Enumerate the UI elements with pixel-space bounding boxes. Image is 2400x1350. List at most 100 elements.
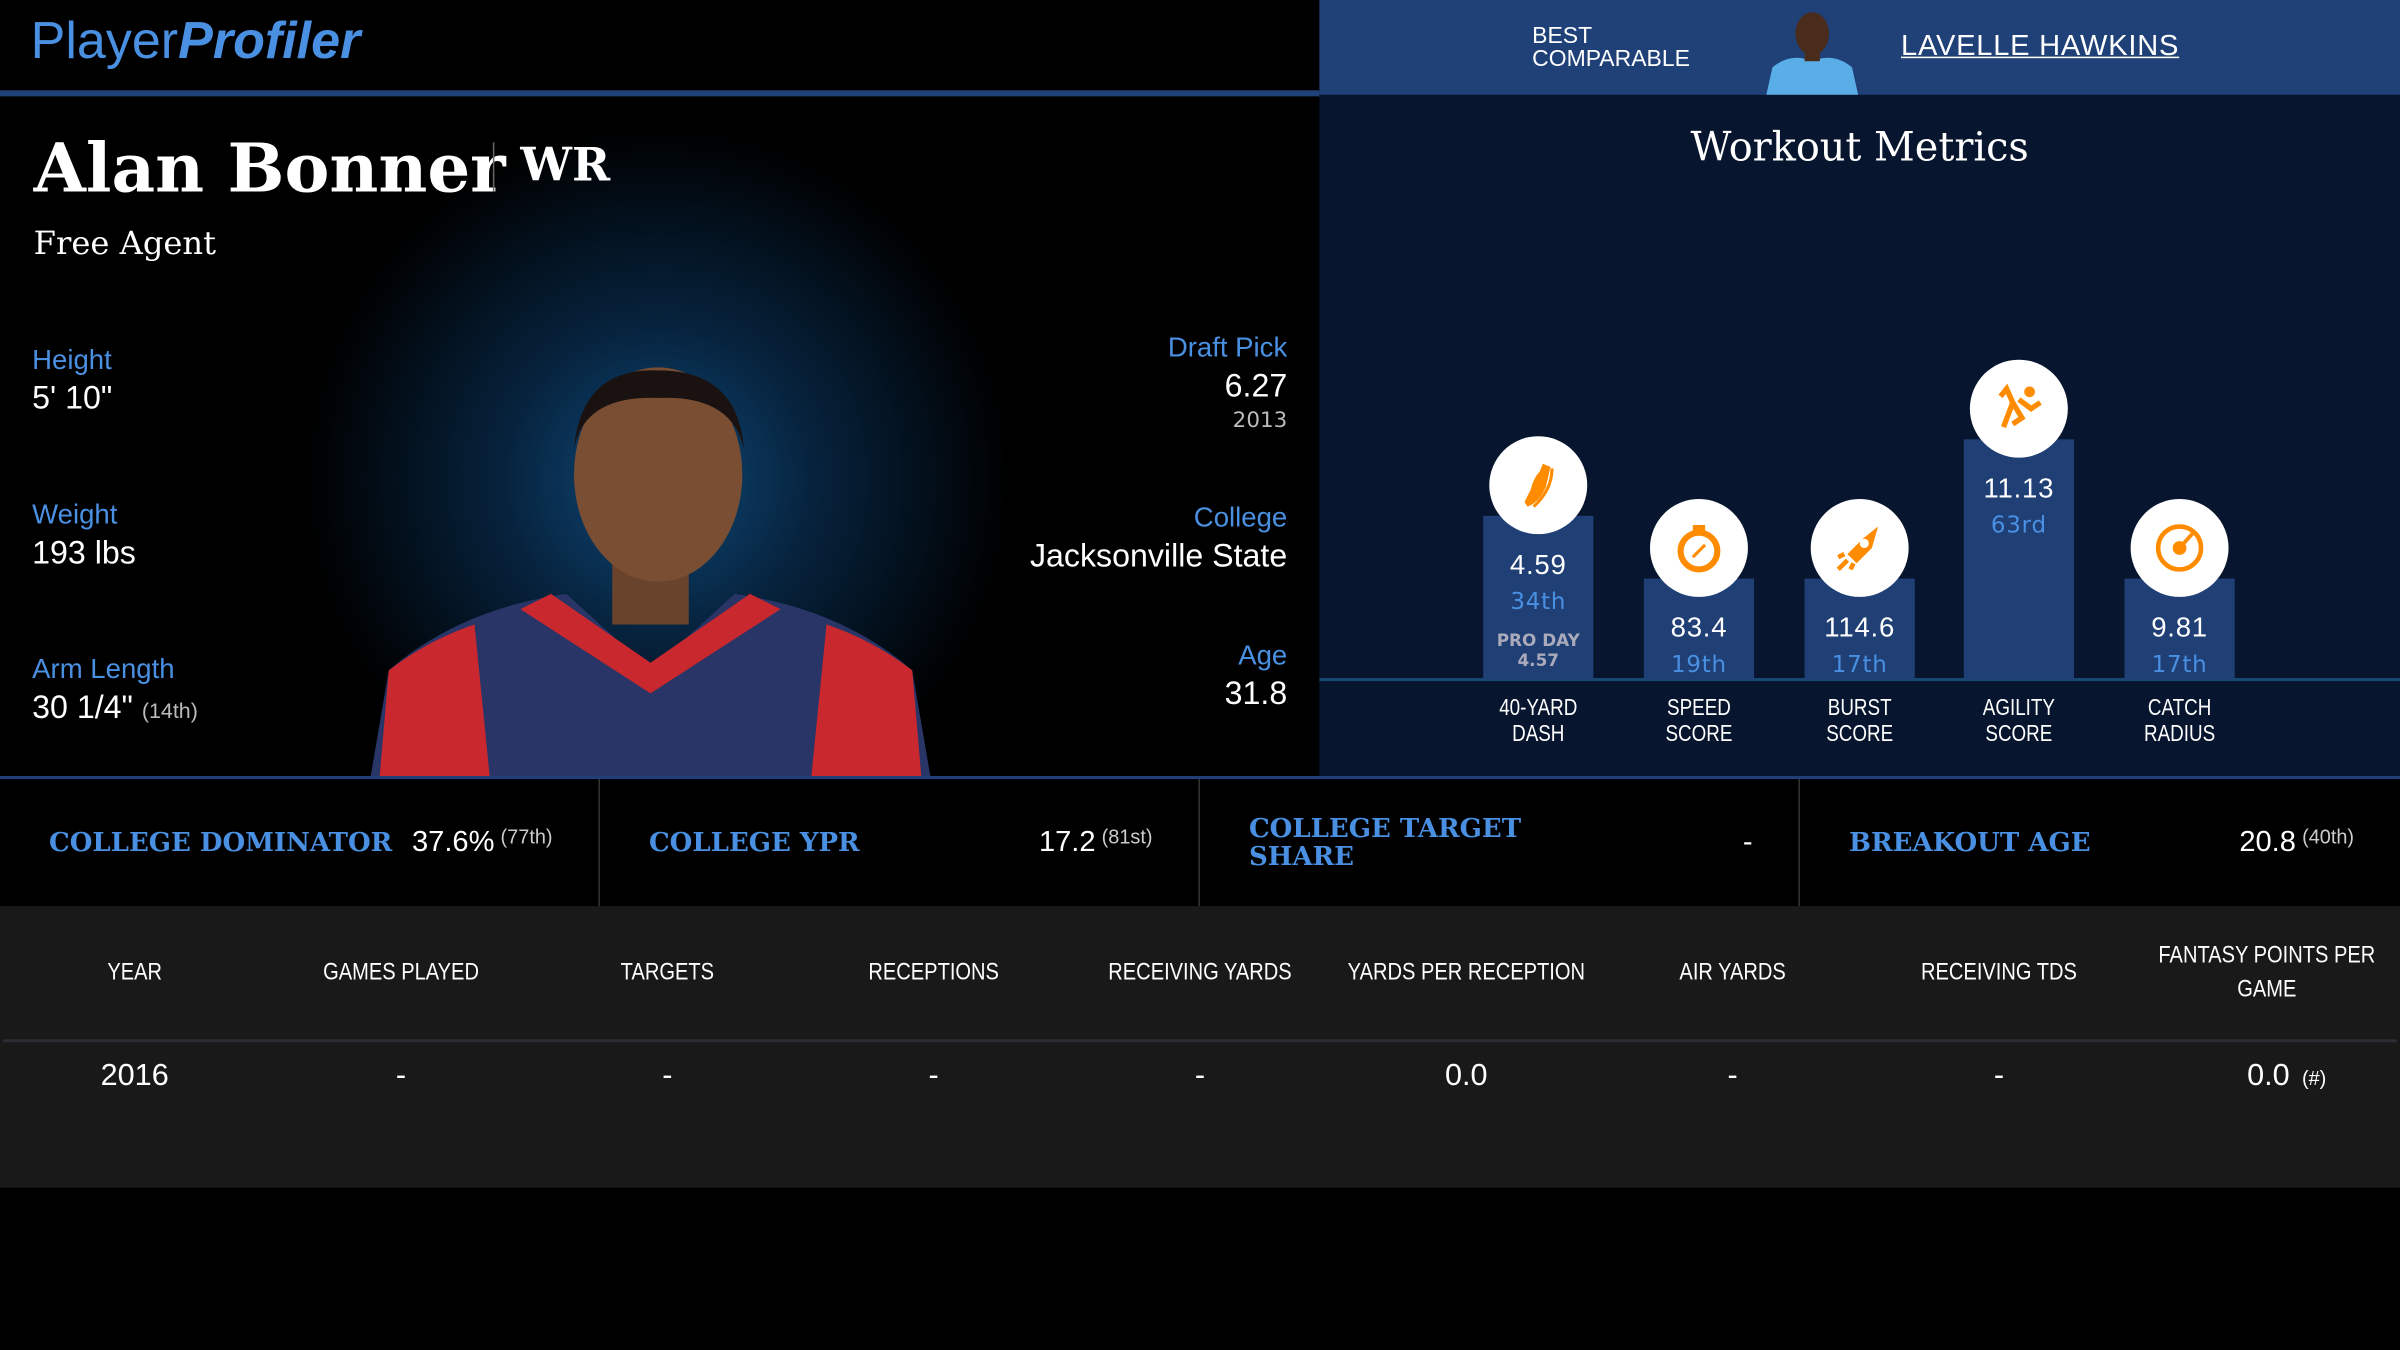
metric-value: 11.13 [1983, 472, 2055, 504]
stat-college-target-share: COLLEGE TARGET SHARE - [1200, 779, 1800, 910]
stat-rank: (81st) [1101, 824, 1153, 848]
cell-year: 2016 [100, 1059, 169, 1093]
draft-pick-value: 6.27 [1224, 368, 1288, 405]
draft-year: 2013 [1232, 408, 1288, 434]
shoe-icon [1489, 436, 1588, 535]
stat-label: COLLEGE DOMINATOR [48, 827, 393, 858]
metric-label-40-yard-dash: 40-YARD DASH [1463, 695, 1614, 747]
metric-label-agility-score: AGILITY SCORE [1944, 695, 2095, 747]
stat-value: 20.8 (40th) [2239, 779, 2354, 906]
height-label: Height [32, 344, 112, 375]
top-header: PlayerProfiler [0, 0, 1320, 91]
metric-label-line: SCORE [1985, 720, 2053, 747]
stat-number: 37.6% [411, 825, 495, 858]
stat-label: COLLEGE TARGET SHARE [1248, 813, 1522, 872]
college-value: Jacksonville State [1029, 538, 1288, 574]
stat-number: - [1742, 825, 1753, 858]
best-comparable-label: BEST COMPARABLE [1532, 22, 1690, 72]
stat-college-ypr: COLLEGE YPR 17.2 (81st) [600, 779, 1200, 910]
metric-label-line: CATCH [2147, 694, 2212, 721]
stat-college-dominator: COLLEGE DOMINATOR 37.6% (77th) [0, 779, 600, 910]
stat-label: COLLEGE YPR [648, 827, 860, 858]
metric-percentile: 17th [2151, 650, 2208, 679]
best-comparable-banner: BEST COMPARABLE LAVELLE HAWKINS [1319, 0, 2400, 95]
best-comparable-link[interactable]: LAVELLE HAWKINS [1901, 30, 2180, 63]
name-divider [492, 142, 495, 192]
cell-yards-per-reception: 0.0 [1445, 1059, 1488, 1093]
column-header-receptions[interactable]: RECEPTIONS [868, 959, 999, 986]
cell-air-yards: - [1727, 1059, 1738, 1093]
weight-label: Weight [32, 498, 118, 530]
metric-label-line: 40-YARD [1499, 694, 1578, 721]
stat-number: 17.2 [1038, 825, 1096, 858]
stat-rank: (77th) [500, 824, 553, 848]
pro-day: PRO DAY 4.57 [1483, 631, 1593, 671]
target-icon [2130, 498, 2229, 597]
player-photo [370, 367, 931, 778]
player-team: Free Agent [33, 224, 217, 262]
arm-length: 30 1/4" [32, 690, 133, 726]
stat-label: BREAKOUT AGE [1848, 827, 2091, 858]
column-header-year[interactable]: YEAR [107, 959, 163, 986]
metric-percentile: 17th [1831, 650, 1888, 679]
column-header-fantasy-points-per-game[interactable]: FANTASY POINTS PER GAME [2158, 942, 2376, 1003]
column-header-receiving-tds[interactable]: RECEIVING TDS [1921, 959, 2077, 986]
runner-icon [1969, 359, 2068, 458]
stat-number: 20.8 [2239, 825, 2296, 858]
column-header-games-played[interactable]: GAMES PLAYED [323, 959, 479, 986]
column-header-receiving-yards[interactable]: RECEIVING YARDS [1108, 959, 1292, 986]
cell-receiving-tds: - [1993, 1059, 2005, 1093]
metric-value: 114.6 [1824, 612, 1896, 643]
comparable-avatar [1766, 12, 1859, 95]
cell-targets: - [662, 1059, 673, 1093]
column-header-air-yards[interactable]: AIR YARDS [1679, 959, 1786, 986]
stat-value: - [1743, 779, 1753, 906]
metric-label-line: SPEED [1667, 694, 1731, 721]
pro-day-label: PRO DAY [1496, 630, 1580, 651]
metric-label-line: RADIUS [2144, 720, 2216, 747]
column-header-yards-per-reception[interactable]: YARDS PER RECEPTION [1347, 959, 1585, 986]
college-stats-strip: COLLEGE DOMINATOR 37.6% (77th) COLLEGE YP… [0, 776, 2400, 910]
cell-fantasy-points: 0.0 (#) [2154, 1059, 2400, 1094]
stat-breakout-age: BREAKOUT AGE 20.8 (40th) [1800, 779, 2400, 909]
metric-value: 9.81 [2151, 612, 2208, 643]
header-divider [3, 1039, 2397, 1043]
weight-value: 193 lbs [32, 535, 136, 571]
player-info-panel: Alan Bonner WR Free Agent Height 5' 10" … [0, 96, 1320, 778]
age-value: 31.8 [1224, 676, 1288, 712]
metric-value: 4.59 [1509, 549, 1567, 581]
arm-length-label: Arm Length [32, 653, 175, 685]
rocket-icon [1810, 498, 1909, 597]
cell-receiving-yards: - [1194, 1059, 1206, 1093]
metric-bar-speed-score: 83.4 19th [1643, 498, 1755, 680]
arm-length-rank: (14th) [141, 697, 198, 723]
metric-label-line: AGILITY [1982, 694, 2055, 721]
metric-bar-40-yard-dash: 4.59 34th PRO DAY 4.57 [1483, 436, 1594, 680]
draft-pick-label: Draft Pick [1167, 332, 1288, 363]
logo-profiler: Profiler [178, 12, 361, 71]
metric-label-line: SCORE [1665, 720, 1733, 747]
pro-day-value: 4.57 [1517, 650, 1560, 671]
stopwatch-icon [1649, 498, 1748, 597]
stat-value: 37.6% (77th) [412, 779, 553, 906]
season-stats-table: YEAR GAMES PLAYED TARGETS RECEPTIONS REC… [0, 906, 2400, 1188]
workout-metrics-title: Workout Metrics [1690, 125, 2029, 172]
metric-label-burst-score: BURST SCORE [1784, 695, 1935, 747]
logo[interactable]: PlayerProfiler [31, 12, 361, 72]
stat-value: 17.2 (81st) [1039, 779, 1153, 906]
chart-baseline [1319, 678, 2400, 682]
age-label: Age [1238, 639, 1288, 671]
cell-games-played: - [395, 1059, 407, 1093]
metric-percentile: 34th [1510, 587, 1567, 616]
fantasy-points-note: (#) [2301, 1066, 2327, 1090]
metric-value: 83.4 [1670, 612, 1728, 643]
column-header-targets[interactable]: TARGETS [620, 959, 715, 986]
metric-label-line: SCORE [1826, 720, 1894, 747]
metric-label-line: BURST [1827, 694, 1892, 721]
height-value: 5' 10" [32, 381, 113, 417]
header-divider [0, 90, 1320, 97]
player-position: WR [520, 139, 611, 193]
college-label: College [1193, 502, 1288, 533]
logo-player: Player [30, 12, 179, 71]
